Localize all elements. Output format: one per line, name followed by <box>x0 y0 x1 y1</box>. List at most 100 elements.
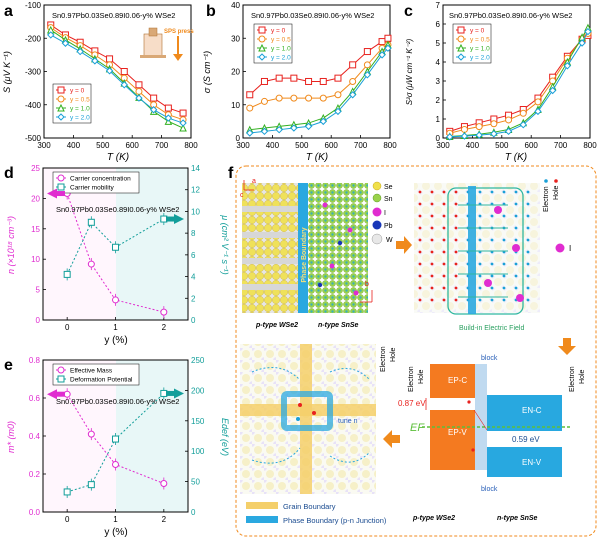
species-legend: Se Sn I Pb W <box>371 181 393 245</box>
builtin-field-schematic: Build-in Electric Field Electron Hole I <box>414 179 571 332</box>
panel-a-ylabel: S (μV K⁻¹) <box>2 51 12 93</box>
panel-c-data-point <box>578 39 586 47</box>
panel-e-ytick-label: 0.4 <box>29 432 41 441</box>
panel-b-data-point <box>246 129 254 137</box>
lattice-charge-dot <box>430 274 434 278</box>
panel-b-xtick-label: 500 <box>295 141 309 150</box>
lattice-charge-dot <box>478 214 482 218</box>
p-conduction-band <box>430 364 475 398</box>
panel-a-data-point <box>105 67 114 75</box>
panel-e-ytick-right-label: 200 <box>191 386 205 395</box>
panel-c-legend-label: y = 0.5 <box>470 37 490 44</box>
gap-p-label: 0.87 eV <box>398 399 426 408</box>
species-pb: Pb <box>384 223 393 230</box>
lattice-charge-dot <box>418 286 422 290</box>
panel-a-data-point <box>91 57 99 65</box>
panel-b-xlabel: T (K) <box>306 152 328 163</box>
panel-a-legend-marker <box>57 86 65 94</box>
panel-e-xlabel: y (%) <box>104 527 127 538</box>
lattice-charge-dot <box>454 202 458 206</box>
lattice-charge-dot <box>526 262 530 266</box>
panel-d-ytick-right-label: 8 <box>191 229 196 238</box>
panel-c-data-point <box>534 98 542 106</box>
panel-e-right-axis-arrow-icon <box>174 388 184 399</box>
panel-e-data-point <box>87 430 95 438</box>
arrow-right-icon <box>396 236 412 254</box>
panel-e-left-axis-arrow-stem <box>57 391 65 397</box>
panel-a-data-point <box>135 94 143 102</box>
panel-a-legend-label: y = 0.5 <box>70 97 90 104</box>
panel-c-ytick-label: 3 <box>436 77 441 86</box>
panel-b-data-point <box>260 97 268 105</box>
panel-a-xtick-label: 500 <box>96 141 110 150</box>
panel-b-data-point <box>290 94 298 102</box>
panel-a-data-point <box>120 68 128 75</box>
panel-c-legend-marker <box>457 35 465 43</box>
panel-c-legend-label: y = 0 <box>470 28 485 35</box>
panel-e-ytick-right-label: 100 <box>191 447 205 456</box>
panel-f: f Phase Boundary a c <box>228 165 597 537</box>
fermi-level-label: EF <box>410 422 425 434</box>
panel-d-legend-marker <box>57 174 65 182</box>
lattice-charge-dot <box>526 190 530 194</box>
electron-label-bottom: Electron <box>380 346 387 372</box>
panel-b-xtick-label: 600 <box>325 141 339 150</box>
panel-d-ytick-right-label: 0 <box>191 316 196 325</box>
panel-a-data-point <box>47 31 55 39</box>
species-sn: Sn <box>384 196 393 203</box>
panel-e-ytick-right-label: 0 <box>191 508 196 517</box>
panel-c-data-point <box>548 86 557 95</box>
panel-d-ytick-right-label: 2 <box>191 294 196 303</box>
panel-a-xtick-label: 300 <box>37 141 51 150</box>
iodine-icon <box>555 243 565 253</box>
panel-c-data-point <box>446 133 454 141</box>
panel-a-ytick-label: -500 <box>25 134 42 143</box>
panel-d-left-axis-arrow-stem <box>57 191 65 197</box>
en-v-label: EN-V <box>522 458 542 467</box>
panel-e-ylabel-left: m* (m0) <box>6 421 16 453</box>
panel-d-data-point <box>63 270 71 278</box>
panel-b-xtick-label: 400 <box>266 141 280 150</box>
panel-e-legend-box <box>52 363 140 386</box>
panel-c-letter: c <box>404 3 413 20</box>
builtin-field-label: Build-in Electric Field <box>459 325 524 332</box>
panel-a-legend-label: y = 0 <box>70 88 85 95</box>
panel-a-ytick-label: -300 <box>25 68 42 77</box>
lattice-charge-dot <box>490 190 494 194</box>
panel-c-xtick-label: 800 <box>583 141 597 150</box>
panel-c-ytick-label: 1 <box>436 115 441 124</box>
panel-d-right-axis-arrow-stem <box>166 216 174 222</box>
ep-v-label: EP-V <box>448 428 467 437</box>
panel-e-data-point <box>87 481 95 489</box>
lattice-charge-dot <box>418 250 422 254</box>
panel-a-legend: y = 0 y = 0.5 y = 1.0 y = 2.0 <box>52 83 92 124</box>
panel-e-legend-label: Effective Mass <box>70 368 113 375</box>
panel-c-data-point <box>475 123 483 131</box>
panel-b-data-point <box>319 77 327 85</box>
panel-a-data-point <box>179 119 187 127</box>
panel-b-data-point <box>384 34 392 42</box>
lattice-charge-dot <box>454 226 458 230</box>
panel-a-ytick-label: -200 <box>25 34 42 43</box>
panel-e-right-tint <box>116 360 188 512</box>
lattice-charge-dot <box>514 202 518 206</box>
panel-b-data-point <box>246 91 254 99</box>
se-atom-icon <box>372 181 382 191</box>
panel-b-data-point <box>363 61 371 69</box>
panel-c-xtick-label: 700 <box>554 141 568 150</box>
lattice-charge-dot <box>430 202 434 206</box>
panel-a-data-point <box>61 39 70 47</box>
panel-a-series-line <box>50 29 184 129</box>
panel-c-legend-label: y = 1.0 <box>470 46 490 53</box>
lattice-charge-dot <box>430 262 434 266</box>
panel-a-data-point <box>106 55 114 63</box>
panel-e-ytick-right-label: 250 <box>191 356 205 365</box>
band-diagram: EF EP-C EP-V EN-C EN-V block block 0.87 … <box>398 355 586 522</box>
panel-c-xlabel: T (K) <box>505 152 527 163</box>
panel-d-data-point <box>160 308 168 316</box>
w-atom-icon <box>371 233 383 245</box>
lattice-charge-dot <box>454 214 458 218</box>
panel-b-data-point <box>290 124 298 132</box>
lattice-charge-dot <box>454 262 458 266</box>
legend-grain-boundary: Grain Boundary <box>283 502 336 511</box>
